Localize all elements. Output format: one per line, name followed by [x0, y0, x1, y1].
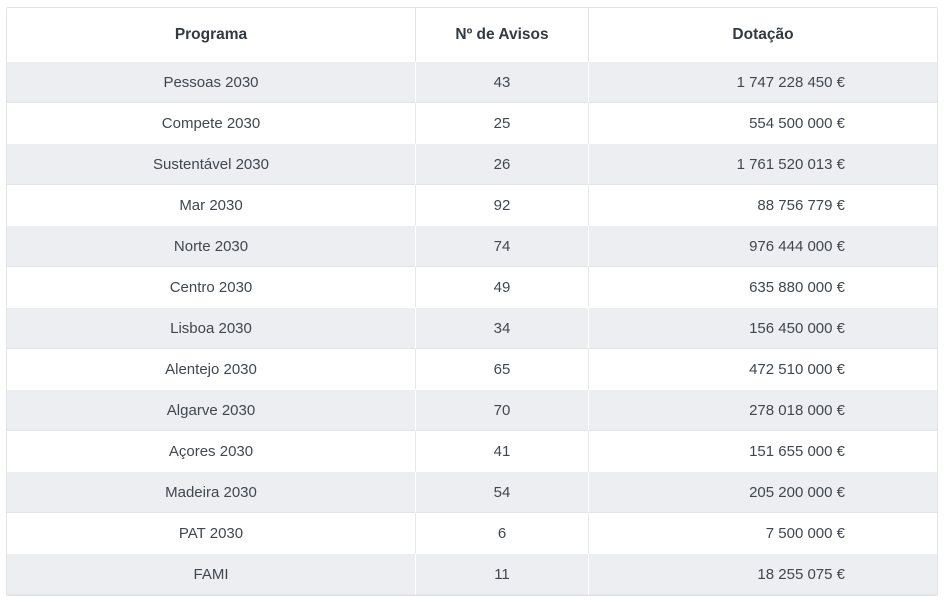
header-row: Programa Nº de Avisos Dotação — [7, 8, 937, 62]
column-header-avisos: Nº de Avisos — [416, 8, 589, 62]
table-row: Alentejo 2030 65 472 510 000 € — [7, 349, 937, 390]
table-row: Sustentável 2030 26 1 761 520 013 € — [7, 144, 937, 185]
avisos-cell: 41 — [416, 431, 589, 472]
avisos-cell: 25 — [416, 103, 589, 144]
table-row: Lisboa 2030 34 156 450 000 € — [7, 308, 937, 349]
programs-data-table: Programa Nº de Avisos Dotação Pessoas 20… — [7, 8, 937, 595]
avisos-cell: 74 — [416, 226, 589, 267]
dotacao-cell: 278 018 000 € — [589, 390, 937, 431]
dotacao-cell: 88 756 779 € — [589, 185, 937, 226]
programa-cell: Madeira 2030 — [7, 472, 416, 513]
programa-cell: Centro 2030 — [7, 267, 416, 308]
programa-cell: Algarve 2030 — [7, 390, 416, 431]
programs-table: Programa Nº de Avisos Dotação Pessoas 20… — [6, 7, 938, 596]
dotacao-cell: 205 200 000 € — [589, 472, 937, 513]
dotacao-cell: 1 747 228 450 € — [589, 62, 937, 103]
programa-cell: Mar 2030 — [7, 185, 416, 226]
dotacao-cell: 976 444 000 € — [589, 226, 937, 267]
avisos-cell: 65 — [416, 349, 589, 390]
dotacao-cell: 7 500 000 € — [589, 513, 937, 554]
table-row: Algarve 2030 70 278 018 000 € — [7, 390, 937, 431]
table-row: Centro 2030 49 635 880 000 € — [7, 267, 937, 308]
dotacao-cell: 1 761 520 013 € — [589, 144, 937, 185]
avisos-cell: 11 — [416, 554, 589, 595]
avisos-cell: 43 — [416, 62, 589, 103]
table-row: PAT 2030 6 7 500 000 € — [7, 513, 937, 554]
programa-cell: Sustentável 2030 — [7, 144, 416, 185]
avisos-cell: 92 — [416, 185, 589, 226]
avisos-cell: 54 — [416, 472, 589, 513]
column-header-programa: Programa — [7, 8, 416, 62]
column-header-dotacao: Dotação — [589, 8, 937, 62]
programa-cell: Norte 2030 — [7, 226, 416, 267]
avisos-cell: 34 — [416, 308, 589, 349]
dotacao-cell: 472 510 000 € — [589, 349, 937, 390]
dotacao-cell: 635 880 000 € — [589, 267, 937, 308]
table-row: Norte 2030 74 976 444 000 € — [7, 226, 937, 267]
programa-cell: Pessoas 2030 — [7, 62, 416, 103]
programa-cell: FAMI — [7, 554, 416, 595]
avisos-cell: 70 — [416, 390, 589, 431]
table-row: Compete 2030 25 554 500 000 € — [7, 103, 937, 144]
table-row: Madeira 2030 54 205 200 000 € — [7, 472, 937, 513]
avisos-cell: 26 — [416, 144, 589, 185]
avisos-cell: 6 — [416, 513, 589, 554]
avisos-cell: 49 — [416, 267, 589, 308]
table-row: Açores 2030 41 151 655 000 € — [7, 431, 937, 472]
programa-cell: Alentejo 2030 — [7, 349, 416, 390]
table-row: Pessoas 2030 43 1 747 228 450 € — [7, 62, 937, 103]
programa-cell: Açores 2030 — [7, 431, 416, 472]
dotacao-cell: 18 255 075 € — [589, 554, 937, 595]
programa-cell: Compete 2030 — [7, 103, 416, 144]
dotacao-cell: 151 655 000 € — [589, 431, 937, 472]
table-row: FAMI 11 18 255 075 € — [7, 554, 937, 595]
dotacao-cell: 156 450 000 € — [589, 308, 937, 349]
table-body: Pessoas 2030 43 1 747 228 450 € Compete … — [7, 62, 937, 595]
programa-cell: Lisboa 2030 — [7, 308, 416, 349]
table-header: Programa Nº de Avisos Dotação — [7, 8, 937, 62]
programa-cell: PAT 2030 — [7, 513, 416, 554]
table-row: Mar 2030 92 88 756 779 € — [7, 185, 937, 226]
dotacao-cell: 554 500 000 € — [589, 103, 937, 144]
